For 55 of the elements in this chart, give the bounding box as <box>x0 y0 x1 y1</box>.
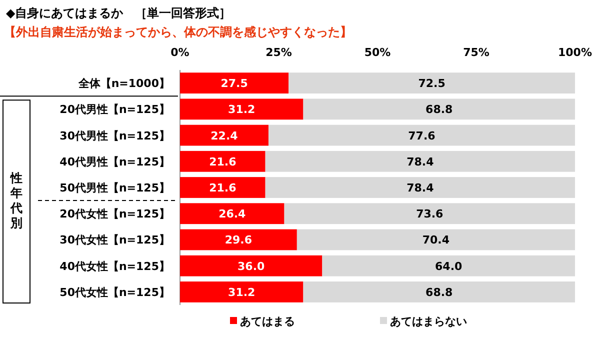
y-tick-label: 50代女性【n=125】 <box>60 286 170 299</box>
data-label: 78.4 <box>406 182 434 194</box>
bar <box>180 72 289 94</box>
y-tick-label: 30代男性【n=125】 <box>60 129 170 142</box>
x-tick-label: 75% <box>463 46 490 59</box>
y-tick-label: 20代女性【n=125】 <box>60 208 170 221</box>
y-tick-label: 40代女性【n=125】 <box>60 260 170 273</box>
chart-title: ◆自身にあてはまるか ［単一回答形式］ <box>6 6 232 20</box>
bar <box>180 229 297 250</box>
bar <box>268 124 575 146</box>
y-tick-label: 50代男性【n=125】 <box>60 182 170 194</box>
data-label: 64.0 <box>435 260 463 273</box>
data-label: 31.2 <box>228 286 256 299</box>
data-label: 68.8 <box>426 103 453 116</box>
data-label: 77.6 <box>408 129 436 142</box>
data-label: 21.6 <box>209 182 237 194</box>
y-tick-label: 30代女性【n=125】 <box>60 234 170 247</box>
y-tick-label: 全体【n=1000】 <box>77 77 170 90</box>
bar <box>284 203 575 224</box>
y-tick-label: 20代男性【n=125】 <box>60 103 170 116</box>
bar <box>288 72 575 94</box>
data-label: 29.6 <box>224 234 252 247</box>
data-label: 31.2 <box>228 103 256 116</box>
x-tick-label: 0% <box>170 46 190 59</box>
bar <box>303 282 575 302</box>
data-label: 68.8 <box>426 286 453 299</box>
data-label: 78.4 <box>406 155 434 168</box>
data-label: 70.4 <box>422 234 450 247</box>
bar <box>180 177 266 198</box>
x-tick-label: 100% <box>558 46 592 59</box>
bar <box>265 150 575 172</box>
data-label: 26.4 <box>218 208 246 221</box>
legend-label: あてはまる <box>240 315 295 328</box>
x-tick-label: 25% <box>266 46 292 59</box>
x-tick-label: 50% <box>364 46 391 59</box>
data-label: 72.5 <box>418 77 446 90</box>
data-label: 21.6 <box>209 155 237 168</box>
bar <box>180 150 266 172</box>
bar <box>303 98 575 120</box>
bar <box>180 282 304 302</box>
text: 性年代別 <box>10 171 22 230</box>
data-label: 36.0 <box>238 260 266 273</box>
data-label: 27.5 <box>220 77 248 90</box>
chart-subtitle: 【外出自粛生活が始まってから、体の不調を感じやすくなった】 <box>4 25 352 39</box>
bar <box>180 124 268 146</box>
y-tick-label: 40代男性【n=125】 <box>60 155 170 168</box>
bar <box>296 229 575 250</box>
legend-label: あてはまらない <box>390 315 467 328</box>
data-label: 73.6 <box>416 208 444 221</box>
bar <box>180 98 304 120</box>
data-label: 22.4 <box>210 129 238 142</box>
bar <box>180 255 322 276</box>
bar <box>180 203 284 224</box>
bar <box>265 177 575 198</box>
bar <box>322 255 575 276</box>
